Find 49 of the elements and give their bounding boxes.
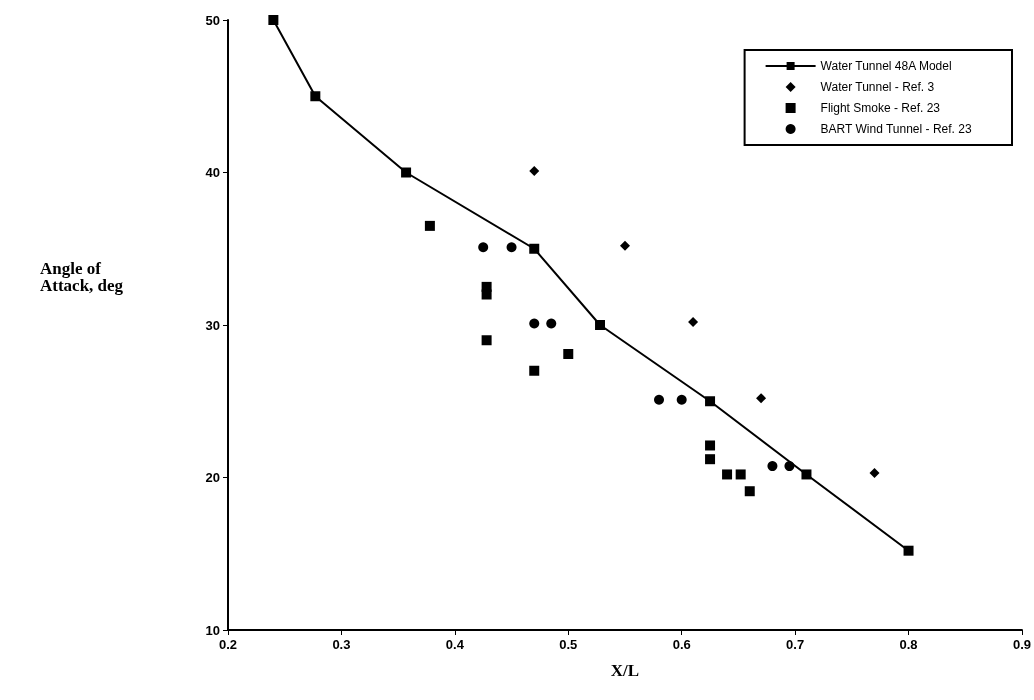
point <box>506 242 517 253</box>
point <box>869 467 880 478</box>
point <box>595 320 606 330</box>
point <box>563 348 574 359</box>
point <box>767 461 778 472</box>
legend-label: Water Tunnel 48A Model <box>820 59 952 73</box>
y-tick-label: 50 <box>205 12 220 28</box>
y-tick-label: 10 <box>205 622 220 638</box>
point <box>744 486 755 497</box>
x-tick-label: 0.7 <box>786 637 805 652</box>
x-axis-title: X/L <box>610 661 640 680</box>
legend-label: Flight Smoke - Ref. 23 <box>820 101 941 115</box>
x-tick-label: 0.5 <box>559 637 578 652</box>
legend-label: Water Tunnel - Ref. 3 <box>820 80 935 94</box>
point <box>481 335 492 346</box>
point <box>705 454 716 465</box>
point <box>546 318 557 329</box>
x-tick-label: 0.4 <box>445 637 465 652</box>
point <box>481 289 492 300</box>
point <box>654 394 665 405</box>
point <box>801 469 812 480</box>
y-tick-label: 40 <box>205 165 220 180</box>
point <box>401 167 412 178</box>
point <box>705 440 716 451</box>
x-tick-label: 0.3 <box>332 637 351 652</box>
point <box>903 545 914 556</box>
y-axis-title: Angle of Attack, deg <box>40 259 124 295</box>
point <box>529 318 540 329</box>
x-tick-label: 0.9 <box>1012 637 1031 652</box>
point <box>424 220 435 231</box>
point <box>688 316 699 327</box>
x-tick-label: 0.6 <box>672 637 691 652</box>
x-tick-label: 0.8 <box>899 637 918 652</box>
point <box>619 240 630 251</box>
y-tick-label: 30 <box>205 317 220 333</box>
point <box>756 393 767 404</box>
point <box>478 242 489 253</box>
point <box>705 396 716 407</box>
point <box>722 469 733 480</box>
point <box>529 365 540 376</box>
point <box>676 394 687 405</box>
legend-label: BART Wind Tunnel - Ref. 23 <box>820 122 972 136</box>
point <box>735 469 746 480</box>
point <box>310 91 321 102</box>
point <box>268 15 279 25</box>
point <box>529 243 540 254</box>
y-tick-label: 20 <box>205 470 220 485</box>
point <box>529 165 540 176</box>
x-tick-label: 0.2 <box>218 637 238 652</box>
